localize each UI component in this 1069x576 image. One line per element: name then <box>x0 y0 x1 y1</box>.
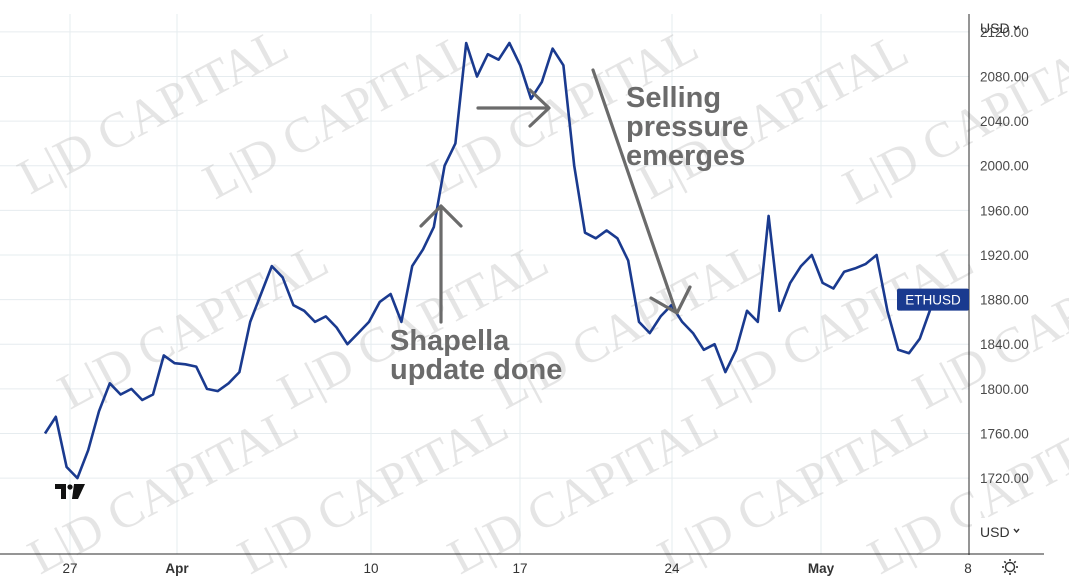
right-arrow-head <box>528 88 551 128</box>
down-arrow-shaft <box>591 68 678 314</box>
time-axis-labels: 27 Apr 10 17 24 May 8 <box>62 561 971 576</box>
annotation-selling-line: pressure <box>626 111 749 143</box>
currency-label-bottom: USD <box>980 524 1010 540</box>
y-tick-label: 1760.00 <box>980 427 1029 442</box>
series-layer <box>43 41 932 480</box>
currency-selector-top[interactable]: USD <box>980 20 1020 36</box>
y-tick-label: 1960.00 <box>980 203 1029 218</box>
y-tick-label: 1840.00 <box>980 337 1029 352</box>
annotation-shapella-line: Shapella <box>390 325 510 357</box>
up-arrow-head <box>419 204 463 228</box>
chevron-down-icon <box>1013 528 1020 534</box>
symbol-label: ETHUSD <box>905 293 961 308</box>
down-arrow-head <box>649 285 692 315</box>
x-tick-label: 10 <box>363 561 378 576</box>
price-line <box>43 41 932 480</box>
annotation-shapella-line: update done <box>390 354 562 386</box>
x-tick-label: 8 <box>964 561 972 576</box>
y-tick-label: 1880.00 <box>980 293 1029 308</box>
chevron-down-icon <box>1013 25 1020 31</box>
y-tick-label: 2040.00 <box>980 114 1029 129</box>
tradingview-logo <box>55 484 85 499</box>
chart-grid <box>0 14 969 554</box>
y-tick-label: 1920.00 <box>980 248 1029 263</box>
currency-selector-bottom[interactable]: USD <box>972 518 1042 546</box>
currency-label-top: USD <box>980 20 1010 36</box>
y-tick-label: 1720.00 <box>980 471 1029 486</box>
gear-icon[interactable] <box>1002 559 1018 575</box>
y-tick-label: 2080.00 <box>980 69 1029 84</box>
y-tick-label: 2000.00 <box>980 159 1029 174</box>
x-tick-label: 24 <box>664 561 680 576</box>
price-axis-labels: 1720.00 1760.00 1800.00 1840.00 1880.00 1920.… <box>980 25 1029 486</box>
annotation-selling-line: Selling <box>626 82 721 114</box>
x-tick-label: 17 <box>512 561 527 576</box>
symbol-price-badge: ETHUSD <box>897 288 969 311</box>
y-tick-label: 1800.00 <box>980 382 1029 397</box>
x-tick-label: 27 <box>62 561 77 576</box>
annotation-selling-line: emerges <box>626 140 745 172</box>
x-tick-label: Apr <box>165 561 189 576</box>
x-tick-label: May <box>808 561 835 576</box>
